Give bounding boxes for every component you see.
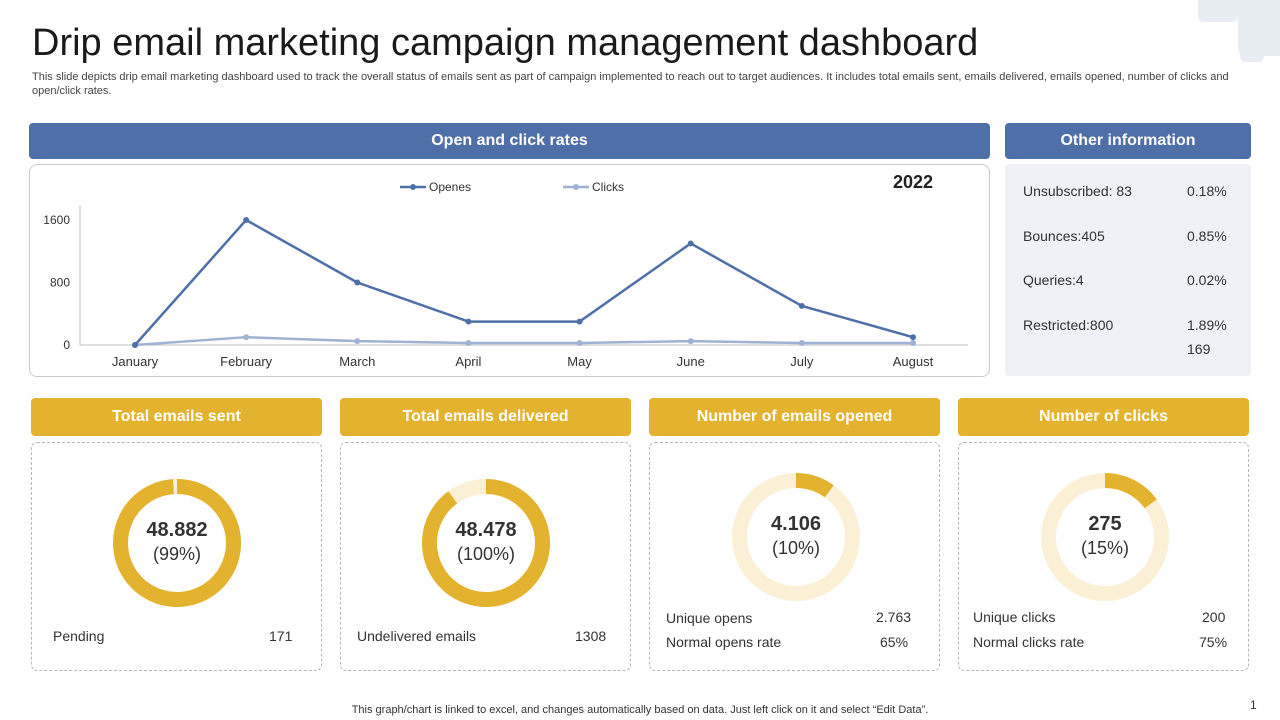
legend-marker — [573, 184, 579, 190]
kpi-card-emails-delivered: 48.478 (100%) Undelivered emails 1308 — [340, 442, 631, 671]
data-point-clicks — [910, 340, 916, 347]
x-tick-label: May — [567, 354, 592, 369]
data-point-clicks — [354, 338, 361, 345]
info-label: Unsubscribed: 83 — [1023, 183, 1132, 199]
x-tick-label: July — [790, 354, 814, 369]
chart-year-label: 2022 — [893, 172, 933, 192]
legend-label: Openes — [429, 180, 471, 194]
line-chart[interactable]: 0 800 1600 January February March April May June… — [30, 165, 991, 378]
data-point-clicks — [243, 334, 250, 341]
info-label: Queries:4 — [1023, 272, 1084, 288]
donut-percent: (15%) — [1080, 538, 1129, 558]
stat-value: 200 — [1202, 609, 1226, 625]
donut-chart — [422, 479, 550, 607]
series-line-openes — [134, 218, 914, 346]
stat-value: 65% — [880, 634, 909, 650]
x-tick-label: February — [220, 354, 273, 369]
info-label: Restricted:800 — [1023, 317, 1114, 333]
donut-arc — [113, 479, 241, 607]
info-percent: 0.18% — [1187, 183, 1227, 199]
series-line-clicks — [134, 335, 913, 347]
stat-label: Normal clicks rate — [973, 634, 1085, 650]
stat-label: Unique clicks — [973, 609, 1056, 625]
donut-label: 4.106 (10%) — [716, 513, 876, 559]
chart-section-header: Open and click rates — [29, 123, 990, 159]
donut-chart — [113, 479, 241, 607]
donut-percent: (99%) — [152, 544, 201, 564]
info-percent: 0.02% — [1187, 272, 1227, 288]
page-number: 1 — [1250, 698, 1257, 712]
stat-value: 75% — [1199, 634, 1228, 650]
donut-arc — [422, 479, 550, 607]
donut-chart — [732, 473, 860, 601]
data-point-clicks — [798, 340, 805, 347]
x-tick-label: June — [677, 354, 705, 369]
y-tick-label: 0 — [63, 338, 70, 352]
kpi-card-emails-opened: 4.106 (10%) Unique opens 2.763 Normal op… — [649, 442, 940, 671]
x-tick-label: April — [455, 354, 481, 369]
donut-label: 48.478 (100%) — [406, 519, 566, 565]
data-point-openes — [910, 334, 916, 341]
donut-percent: (100%) — [456, 544, 516, 564]
x-tick-label: March — [339, 354, 375, 369]
x-tick-label: January — [112, 354, 159, 369]
donut-value: 48.882 — [146, 519, 208, 541]
info-label: Bounces:405 — [1023, 228, 1105, 244]
y-tick-label: 1600 — [43, 213, 70, 227]
stat-label: Normal opens rate — [666, 634, 782, 650]
page-subtitle: This slide depicts drip email marketing … — [32, 71, 1229, 97]
donut-label: 48.882 (99%) — [97, 519, 257, 565]
y-tick-label: 800 — [50, 276, 70, 290]
donut-arc — [1104, 473, 1157, 509]
corner-decoration — [1240, 40, 1264, 62]
kpi-header-clicks: Number of clicks — [958, 398, 1249, 436]
stat-label: Undelivered emails — [357, 628, 477, 644]
info-percent: 0.85% — [1187, 228, 1227, 244]
line-chart-card[interactable]: 0 800 1600 January February March April May June… — [29, 164, 990, 377]
stat-label: Unique opens — [666, 610, 753, 626]
stat-label: Pending — [53, 628, 105, 644]
kpi-header-emails-sent: Total emails sent — [31, 398, 322, 436]
info-extra-value: 169 — [1187, 341, 1211, 357]
kpi-card-clicks: 275 (15%) Unique clicks 200 Normal click… — [958, 442, 1249, 671]
kpi-card-emails-sent: 48.882 (99%) Pending 171 — [31, 442, 322, 671]
info-percent: 1.89% — [1187, 317, 1227, 333]
page-title: Drip email marketing campaign management… — [32, 22, 979, 64]
stat-value: 171 — [269, 628, 293, 644]
data-point-openes — [132, 342, 138, 348]
donut-label: 275 (15%) — [1025, 513, 1185, 559]
donut-chart — [1041, 473, 1169, 601]
legend-marker — [410, 184, 416, 190]
other-info-panel: Unsubscribed: 83 0.18% Bounces:405 0.85%… — [1005, 164, 1251, 376]
other-info-header: Other information — [1005, 123, 1251, 159]
data-point-clicks — [465, 340, 472, 347]
footer-note: This graph/chart is linked to excel, and… — [351, 704, 929, 716]
kpi-header-emails-delivered: Total emails delivered — [340, 398, 631, 436]
data-point-openes — [243, 217, 250, 223]
data-point-openes — [576, 318, 583, 325]
donut-value: 4.106 — [770, 513, 822, 535]
stat-value: 2.763 — [876, 609, 912, 625]
data-point-openes — [354, 279, 361, 286]
data-point-openes — [465, 318, 472, 325]
data-point-clicks — [576, 340, 583, 347]
x-tick-label: August — [893, 354, 934, 369]
stat-value: 1308 — [575, 628, 607, 644]
donut-percent: (10%) — [771, 538, 820, 558]
corner-decoration — [1198, 0, 1238, 22]
data-point-openes — [798, 302, 805, 309]
kpi-header-emails-opened: Number of emails opened — [649, 398, 940, 436]
data-point-clicks — [687, 338, 694, 345]
legend-label: Clicks — [592, 180, 624, 194]
donut-value: 48.478 — [455, 519, 517, 541]
data-point-openes — [687, 240, 694, 247]
donut-arc — [795, 473, 834, 498]
donut-value: 275 — [1088, 513, 1122, 535]
